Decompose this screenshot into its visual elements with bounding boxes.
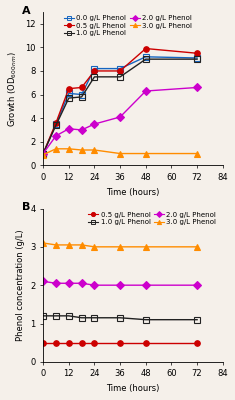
3.0 g/L Phenol [80, 148, 83, 152]
3.0 g/L Phenol [42, 241, 45, 246]
3.0 g/L Phenol [42, 152, 45, 157]
1.0 g/L Phenol [67, 314, 70, 318]
0.5 g/L Phenol [42, 340, 45, 345]
3.0 g/L Phenol [144, 151, 147, 156]
Line: 1.0 g/L Phenol: 1.0 g/L Phenol [40, 56, 200, 156]
2.0 g/L Phenol [67, 126, 70, 131]
0.0 g/L Phenol [55, 122, 57, 126]
3.0 g/L Phenol [93, 148, 96, 152]
1.0 g/L Phenol [80, 315, 83, 320]
0.0 g/L Phenol [67, 91, 70, 96]
0.5 g/L Phenol [67, 340, 70, 345]
0.5 g/L Phenol [55, 120, 57, 125]
Line: 2.0 g/L Phenol: 2.0 g/L Phenol [40, 85, 200, 156]
X-axis label: Time (hours): Time (hours) [106, 384, 160, 393]
3.0 g/L Phenol [119, 151, 121, 156]
1.0 g/L Phenol [119, 315, 121, 320]
3.0 g/L Phenol [196, 151, 199, 156]
1.0 g/L Phenol [80, 94, 83, 99]
2.0 g/L Phenol [196, 85, 199, 90]
0.5 g/L Phenol [67, 86, 70, 91]
0.0 g/L Phenol [144, 54, 147, 59]
2.0 g/L Phenol [93, 122, 96, 126]
Line: 3.0 g/L Phenol: 3.0 g/L Phenol [40, 240, 200, 250]
3.0 g/L Phenol [67, 146, 70, 151]
1.0 g/L Phenol [55, 314, 57, 318]
0.5 g/L Phenol [144, 46, 147, 51]
2.0 g/L Phenol [55, 281, 57, 286]
3.0 g/L Phenol [144, 244, 147, 249]
2.0 g/L Phenol [144, 89, 147, 94]
Legend: 0.0 g/L Phenol, 0.5 g/L Phenol, 1.0 g/L Phenol, 2.0 g/L Phenol, 3.0 g/L Phenol: 0.0 g/L Phenol, 0.5 g/L Phenol, 1.0 g/L … [61, 12, 195, 39]
0.5 g/L Phenol [196, 340, 199, 345]
2.0 g/L Phenol [80, 128, 83, 132]
1.0 g/L Phenol [55, 123, 57, 128]
Y-axis label: Phenol concentration (g/L): Phenol concentration (g/L) [16, 229, 25, 341]
3.0 g/L Phenol [55, 242, 57, 247]
3.0 g/L Phenol [55, 146, 57, 151]
2.0 g/L Phenol [93, 283, 96, 288]
3.0 g/L Phenol [67, 242, 70, 247]
0.0 g/L Phenol [42, 151, 45, 156]
Text: B: B [22, 202, 30, 212]
0.5 g/L Phenol [144, 340, 147, 345]
3.0 g/L Phenol [196, 244, 199, 249]
2.0 g/L Phenol [42, 279, 45, 284]
0.5 g/L Phenol [80, 85, 83, 90]
2.0 g/L Phenol [119, 283, 121, 288]
2.0 g/L Phenol [196, 283, 199, 288]
0.5 g/L Phenol [93, 68, 96, 73]
1.0 g/L Phenol [93, 74, 96, 79]
Line: 0.5 g/L Phenol: 0.5 g/L Phenol [40, 340, 200, 346]
Text: A: A [22, 6, 30, 16]
1.0 g/L Phenol [42, 151, 45, 156]
Line: 2.0 g/L Phenol: 2.0 g/L Phenol [40, 278, 200, 288]
1.0 g/L Phenol [144, 317, 147, 322]
0.5 g/L Phenol [119, 68, 121, 73]
2.0 g/L Phenol [55, 134, 57, 138]
1.0 g/L Phenol [119, 74, 121, 79]
0.5 g/L Phenol [196, 51, 199, 56]
0.5 g/L Phenol [93, 340, 96, 345]
1.0 g/L Phenol [93, 315, 96, 320]
0.5 g/L Phenol [42, 151, 45, 156]
2.0 g/L Phenol [144, 283, 147, 288]
Y-axis label: Growth (OD$_{600\,nm}$): Growth (OD$_{600\,nm}$) [7, 51, 20, 127]
2.0 g/L Phenol [80, 281, 83, 286]
Line: 3.0 g/L Phenol: 3.0 g/L Phenol [40, 146, 200, 158]
1.0 g/L Phenol [67, 96, 70, 100]
3.0 g/L Phenol [93, 244, 96, 249]
0.0 g/L Phenol [80, 92, 83, 97]
0.5 g/L Phenol [80, 340, 83, 345]
0.0 g/L Phenol [119, 66, 121, 71]
Line: 0.0 g/L Phenol: 0.0 g/L Phenol [40, 54, 200, 156]
X-axis label: Time (hours): Time (hours) [106, 188, 160, 196]
Legend: 0.5 g/L Phenol, 1.0 g/L Phenol, 2.0 g/L Phenol, 3.0 g/L Phenol: 0.5 g/L Phenol, 1.0 g/L Phenol, 2.0 g/L … [85, 209, 219, 228]
2.0 g/L Phenol [42, 151, 45, 156]
1.0 g/L Phenol [196, 57, 199, 62]
3.0 g/L Phenol [80, 242, 83, 247]
1.0 g/L Phenol [42, 314, 45, 318]
0.0 g/L Phenol [93, 66, 96, 71]
3.0 g/L Phenol [119, 244, 121, 249]
1.0 g/L Phenol [144, 57, 147, 62]
Line: 0.5 g/L Phenol: 0.5 g/L Phenol [40, 46, 200, 156]
0.5 g/L Phenol [55, 340, 57, 345]
1.0 g/L Phenol [196, 317, 199, 322]
0.0 g/L Phenol [196, 56, 199, 60]
2.0 g/L Phenol [119, 114, 121, 119]
2.0 g/L Phenol [67, 281, 70, 286]
Line: 1.0 g/L Phenol: 1.0 g/L Phenol [40, 313, 200, 322]
0.5 g/L Phenol [119, 340, 121, 345]
